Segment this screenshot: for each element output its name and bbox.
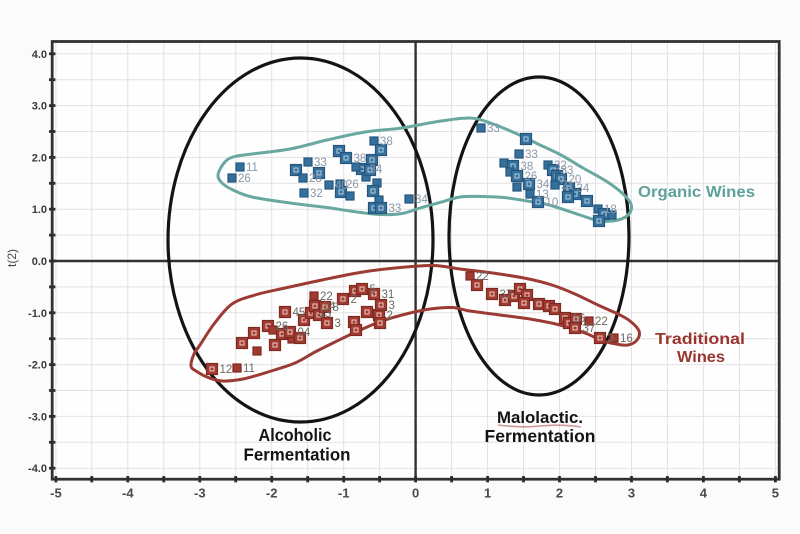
svg-text:-1.0: -1.0 [28,308,47,320]
svg-text:31: 31 [382,289,395,301]
svg-text:26: 26 [238,173,251,185]
svg-text:22: 22 [476,271,489,283]
svg-text:8: 8 [333,302,339,314]
svg-text:33: 33 [561,165,574,177]
svg-text:32: 32 [310,188,323,200]
svg-text:04: 04 [298,327,311,339]
svg-text:45: 45 [293,307,306,319]
svg-text:Wines: Wines [677,349,725,366]
svg-text:11: 11 [246,162,258,174]
svg-text:38: 38 [521,161,534,173]
svg-text:38: 38 [354,153,367,165]
svg-text:2: 2 [387,310,393,322]
svg-text:37: 37 [583,323,596,335]
svg-text:2: 2 [556,486,563,501]
svg-text:-4: -4 [122,486,134,501]
svg-text:11: 11 [243,363,255,375]
svg-text:33: 33 [389,203,402,215]
svg-text:21: 21 [561,180,574,192]
svg-text:34: 34 [577,183,590,195]
svg-text:3.0: 3.0 [32,101,47,113]
svg-text:33: 33 [525,149,538,161]
svg-text:16: 16 [573,313,586,325]
svg-text:34: 34 [370,164,383,176]
svg-text:3: 3 [608,333,614,345]
svg-text:26: 26 [346,179,359,191]
svg-text:14: 14 [323,301,336,313]
svg-text:26: 26 [276,321,289,333]
svg-text:37: 37 [500,289,513,301]
svg-text:Traditional: Traditional [655,331,745,348]
svg-text:4: 4 [700,486,708,501]
svg-text:32: 32 [554,160,567,172]
svg-text:13: 13 [319,308,332,320]
svg-text:33: 33 [487,123,500,135]
svg-text:1: 1 [484,486,491,501]
svg-text:5: 5 [772,486,779,501]
svg-text:40: 40 [335,180,348,192]
svg-text:-1: -1 [338,486,350,501]
svg-text:t(2): t(2) [5,249,19,267]
svg-text:38: 38 [380,136,393,148]
svg-text:-5: -5 [50,486,62,501]
svg-text:3: 3 [335,318,341,330]
svg-text:-2.0: -2.0 [28,360,47,372]
svg-text:-2: -2 [266,486,278,501]
svg-text:2.0: 2.0 [32,152,47,164]
svg-text:Fermentation: Fermentation [485,426,596,446]
svg-text:33: 33 [314,157,327,169]
svg-text:22: 22 [595,316,608,328]
svg-text:4.0: 4.0 [32,49,47,61]
svg-text:10: 10 [546,197,559,209]
svg-text:Organic Wines: Organic Wines [638,184,755,201]
svg-text:22: 22 [320,291,333,303]
svg-text:Fermentation: Fermentation [244,445,351,465]
svg-text:0.0: 0.0 [32,256,47,268]
svg-text:2: 2 [351,294,357,306]
svg-text:18: 18 [604,204,617,216]
svg-text:3: 3 [628,486,635,501]
svg-text:28: 28 [309,173,322,185]
svg-text:Malolactic.: Malolactic. [497,408,583,427]
svg-text:-4.0: -4.0 [28,463,47,475]
svg-text:34: 34 [537,179,550,191]
svg-text:12: 12 [220,364,233,376]
svg-text:26: 26 [525,171,538,183]
svg-text:-3: -3 [194,486,206,501]
svg-text:13: 13 [536,189,549,201]
svg-text:3: 3 [389,300,395,312]
svg-text:1.0: 1.0 [32,204,47,216]
svg-text:0: 0 [412,486,419,501]
svg-text:20: 20 [569,174,582,186]
svg-text:-3.0: -3.0 [28,411,47,423]
svg-text:Alcoholic: Alcoholic [259,425,332,445]
svg-text:16: 16 [620,333,633,345]
svg-text:34: 34 [415,194,428,206]
svg-text:5: 5 [370,284,376,296]
